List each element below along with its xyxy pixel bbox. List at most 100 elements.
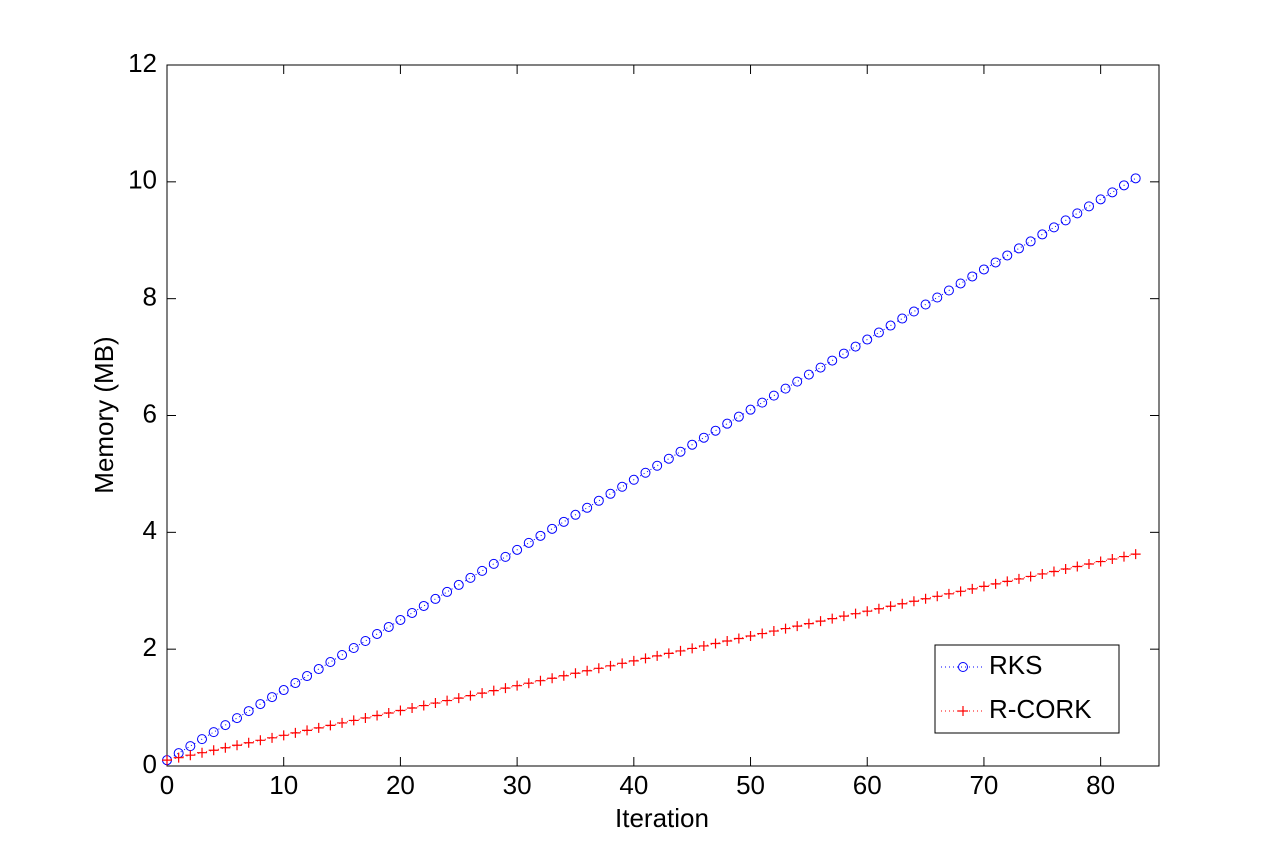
- data-point: [477, 565, 488, 576]
- data-point: [547, 523, 558, 534]
- data-point: [838, 611, 849, 622]
- data-point: [932, 591, 943, 602]
- data-point: [768, 390, 779, 401]
- data-point: [325, 720, 336, 731]
- y-tick-label: 6: [143, 398, 157, 428]
- data-point: [745, 404, 756, 415]
- data-point: [803, 618, 814, 629]
- data-point: [768, 626, 779, 637]
- data-point: [628, 474, 639, 485]
- data-point: [488, 685, 499, 696]
- data-point: [1130, 173, 1141, 184]
- data-point: [827, 355, 838, 366]
- data-point: [383, 621, 394, 632]
- data-point: [1118, 180, 1129, 191]
- data-point: [967, 271, 978, 282]
- data-point: [593, 495, 604, 506]
- data-point: [220, 742, 231, 753]
- data-point: [453, 693, 464, 704]
- y-tick-label: 4: [143, 515, 157, 545]
- data-point: [1072, 561, 1083, 572]
- data-point: [803, 369, 814, 380]
- data-point: [220, 720, 231, 731]
- data-point: [535, 530, 546, 541]
- data-point: [442, 695, 453, 706]
- data-point: [1048, 222, 1059, 233]
- data-point: [360, 712, 371, 723]
- data-point: [232, 713, 243, 724]
- x-tick-label: 80: [1086, 770, 1115, 800]
- data-point: [850, 341, 861, 352]
- data-point: [757, 628, 768, 639]
- data-point: [733, 633, 744, 644]
- y-tick-label: 8: [143, 282, 157, 312]
- data-point: [955, 278, 966, 289]
- data-point: [558, 516, 569, 527]
- data-point: [897, 313, 908, 324]
- data-point: [652, 650, 663, 661]
- data-point: [1002, 576, 1013, 587]
- y-tick-label: 12: [128, 48, 157, 78]
- data-point: [407, 607, 418, 618]
- data-point: [418, 600, 429, 611]
- data-point: [780, 383, 791, 394]
- data-point: [663, 453, 674, 464]
- data-point: [348, 642, 359, 653]
- data-point: [605, 660, 616, 671]
- data-point: [897, 598, 908, 609]
- data-point: [663, 648, 674, 659]
- data-point: [255, 735, 266, 746]
- data-point: [173, 752, 184, 763]
- data-point: [640, 653, 651, 664]
- data-point: [943, 588, 954, 599]
- data-point: [1037, 229, 1048, 240]
- data-point: [850, 608, 861, 619]
- data-point: [1013, 573, 1024, 584]
- data-point: [302, 671, 313, 682]
- data-point: [710, 425, 721, 436]
- data-point: [652, 460, 663, 471]
- data-point: [687, 439, 698, 450]
- y-tick-label: 0: [143, 749, 157, 779]
- data-point: [313, 664, 324, 675]
- data-point: [430, 698, 441, 709]
- data-point: [593, 663, 604, 674]
- data-point: [523, 678, 534, 689]
- data-point: [978, 264, 989, 275]
- data-point: [488, 558, 499, 569]
- data-point: [885, 320, 896, 331]
- data-point: [780, 623, 791, 634]
- data-point: [383, 707, 394, 718]
- data-point: [1037, 568, 1048, 579]
- x-tick-label: 30: [503, 770, 532, 800]
- data-point: [418, 700, 429, 711]
- data-point: [733, 411, 744, 422]
- data-point: [792, 621, 803, 632]
- data-point: [920, 299, 931, 310]
- data-point: [815, 362, 826, 373]
- data-point: [815, 616, 826, 627]
- data-point: [1002, 250, 1013, 261]
- data-point: [570, 668, 581, 679]
- data-point: [908, 596, 919, 607]
- data-point: [582, 665, 593, 676]
- x-tick-label: 20: [386, 770, 415, 800]
- data-point: [873, 603, 884, 614]
- data-point: [1013, 243, 1024, 254]
- data-point: [337, 650, 348, 661]
- data-point: [722, 635, 733, 646]
- data-point: [745, 631, 756, 642]
- data-point: [1130, 549, 1141, 560]
- data-point: [290, 727, 301, 738]
- data-point: [827, 613, 838, 624]
- data-point: [932, 292, 943, 303]
- data-point: [1107, 554, 1118, 565]
- legend-label: R-CORK: [989, 694, 1092, 724]
- data-point: [208, 727, 219, 738]
- data-point: [570, 509, 581, 520]
- data-point: [523, 537, 534, 548]
- legend-label: RKS: [989, 650, 1042, 680]
- data-point: [967, 583, 978, 594]
- data-point: [162, 755, 172, 766]
